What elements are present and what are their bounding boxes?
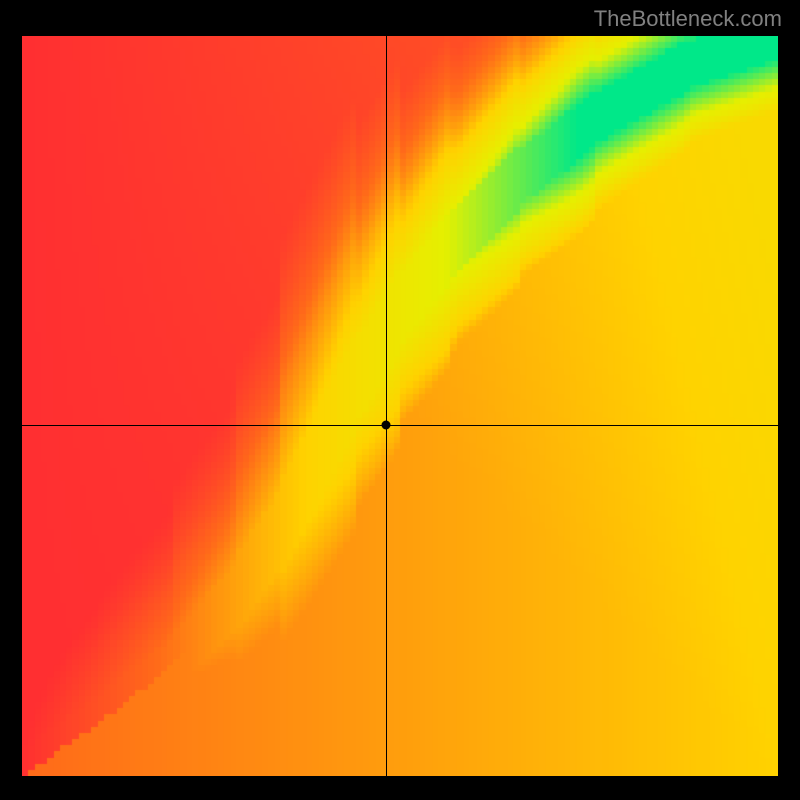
chart-container: TheBottleneck.com [0,0,800,800]
crosshair-vertical [386,36,387,776]
heatmap-canvas [22,36,778,776]
crosshair-point [382,420,391,429]
watermark-text: TheBottleneck.com [594,6,782,32]
crosshair-horizontal [22,425,778,426]
plot-area [22,36,778,776]
